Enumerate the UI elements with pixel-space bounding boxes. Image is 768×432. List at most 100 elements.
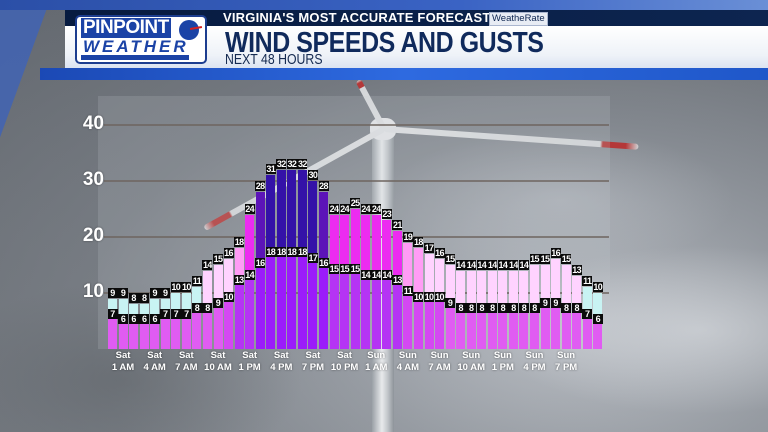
gust-value-label: 28 (255, 181, 265, 192)
speed-value-label: 9 (550, 297, 561, 308)
gridline-40 (104, 124, 609, 126)
speed-bar (477, 304, 487, 349)
gust-value-label: 8 (128, 293, 139, 304)
gust-bar (435, 259, 445, 293)
speed-value-label: 10 (424, 292, 434, 302)
speed-value-label: 13 (234, 275, 244, 286)
speed-bar (593, 315, 603, 349)
speed-bar (276, 248, 286, 349)
gust-value-label: 21 (392, 220, 402, 231)
gust-value-label: 9 (118, 287, 129, 298)
x-tick-label: Sun 1 PM (491, 350, 514, 373)
speed-value-label: 8 (571, 303, 582, 314)
gust-value-label: 14 (476, 259, 487, 270)
x-tick-label: Sun 4 AM (396, 350, 420, 373)
logo-text-bottom: WEATHER (83, 37, 189, 56)
gust-bar (456, 270, 466, 305)
x-tick-label: Sat 7 AM (175, 350, 198, 373)
gust-value-label: 32 (276, 158, 286, 169)
gust-bar (129, 304, 139, 316)
speed-bar (287, 248, 297, 349)
gust-bar (477, 270, 487, 305)
gust-value-label: 15 (213, 254, 223, 264)
speed-bar (224, 293, 234, 349)
gust-value-label: 16 (434, 248, 445, 259)
speed-bar (435, 293, 445, 349)
gust-value-label: 15 (445, 254, 455, 264)
speed-bar (498, 304, 508, 349)
speed-bar (202, 304, 212, 349)
gust-bar (255, 192, 265, 260)
y-tick-label: 10 (82, 281, 104, 302)
page-subtitle: NEXT 48 HOURS (225, 51, 323, 68)
speed-value-label: 9 (445, 297, 456, 308)
speed-value-label: 6 (139, 314, 150, 325)
speed-bar (150, 315, 160, 349)
speed-bar (171, 309, 181, 349)
y-tick-label: 30 (82, 169, 104, 190)
speed-bar (192, 304, 202, 349)
speed-bar (382, 270, 392, 349)
speed-value-label: 9 (213, 297, 223, 308)
speed-value-label: 14 (244, 269, 255, 280)
gust-bar (297, 169, 307, 249)
gust-value-label: 10 (170, 282, 181, 292)
gust-value-label: 13 (571, 265, 582, 276)
speed-bar (340, 265, 350, 349)
header-ribbon (65, 10, 768, 26)
gust-bar (572, 276, 582, 305)
gust-bar (224, 259, 234, 293)
speed-bar (361, 270, 371, 349)
speed-value-label: 7 (107, 308, 118, 319)
gust-bar (508, 270, 518, 305)
gust-value-label: 11 (582, 276, 593, 287)
speed-bar (234, 276, 244, 349)
speed-bar (572, 304, 582, 349)
speed-bar (392, 276, 402, 349)
gust-value-label: 32 (286, 158, 297, 169)
speed-value-label: 6 (128, 314, 139, 325)
gust-bar (287, 169, 297, 249)
speed-value-label: 8 (508, 303, 519, 314)
gust-value-label: 14 (497, 259, 508, 270)
x-tick-label: Sun 7 PM (555, 350, 578, 373)
gust-bar (150, 298, 160, 316)
speed-value-label: 16 (255, 258, 265, 269)
gust-value-label: 11 (191, 276, 202, 287)
speed-value-label: 18 (265, 247, 276, 258)
gust-value-label: 14 (508, 259, 518, 270)
gust-bar (266, 175, 276, 249)
gust-value-label: 16 (550, 248, 561, 259)
speed-value-label: 8 (476, 303, 487, 314)
gust-bar (519, 270, 529, 305)
speed-value-label: 8 (487, 303, 498, 314)
gust-value-label: 19 (402, 231, 413, 242)
gust-bar (445, 265, 455, 299)
speed-value-label: 15 (329, 264, 339, 274)
speed-value-label: 6 (149, 314, 160, 325)
speed-value-label: 8 (561, 303, 572, 314)
x-tick-label: Sun 1 AM (365, 350, 388, 373)
speed-value-label: 6 (118, 314, 129, 325)
gust-bar (108, 298, 117, 310)
speed-value-label: 7 (170, 308, 181, 319)
gust-value-label: 14 (202, 259, 212, 270)
speed-value-label: 6 (592, 314, 603, 325)
speed-value-label: 8 (497, 303, 508, 314)
gust-value-label: 23 (381, 209, 392, 220)
speed-value-label: 15 (350, 264, 360, 274)
speed-bar (551, 298, 561, 349)
speed-bar (329, 265, 339, 349)
gust-bar (308, 181, 318, 254)
x-tick-label: Sat 7 PM (301, 350, 325, 373)
speed-bar (466, 304, 476, 349)
speed-bar (160, 309, 170, 349)
gust-bar (171, 293, 181, 310)
gust-value-label: 14 (487, 259, 497, 270)
speed-value-label: 17 (307, 252, 318, 263)
speed-value-label: 8 (529, 303, 540, 314)
speed-value-label: 14 (381, 269, 392, 280)
gust-value-label: 15 (561, 254, 571, 264)
gust-value-label: 17 (424, 242, 434, 253)
gust-bar (371, 214, 381, 271)
